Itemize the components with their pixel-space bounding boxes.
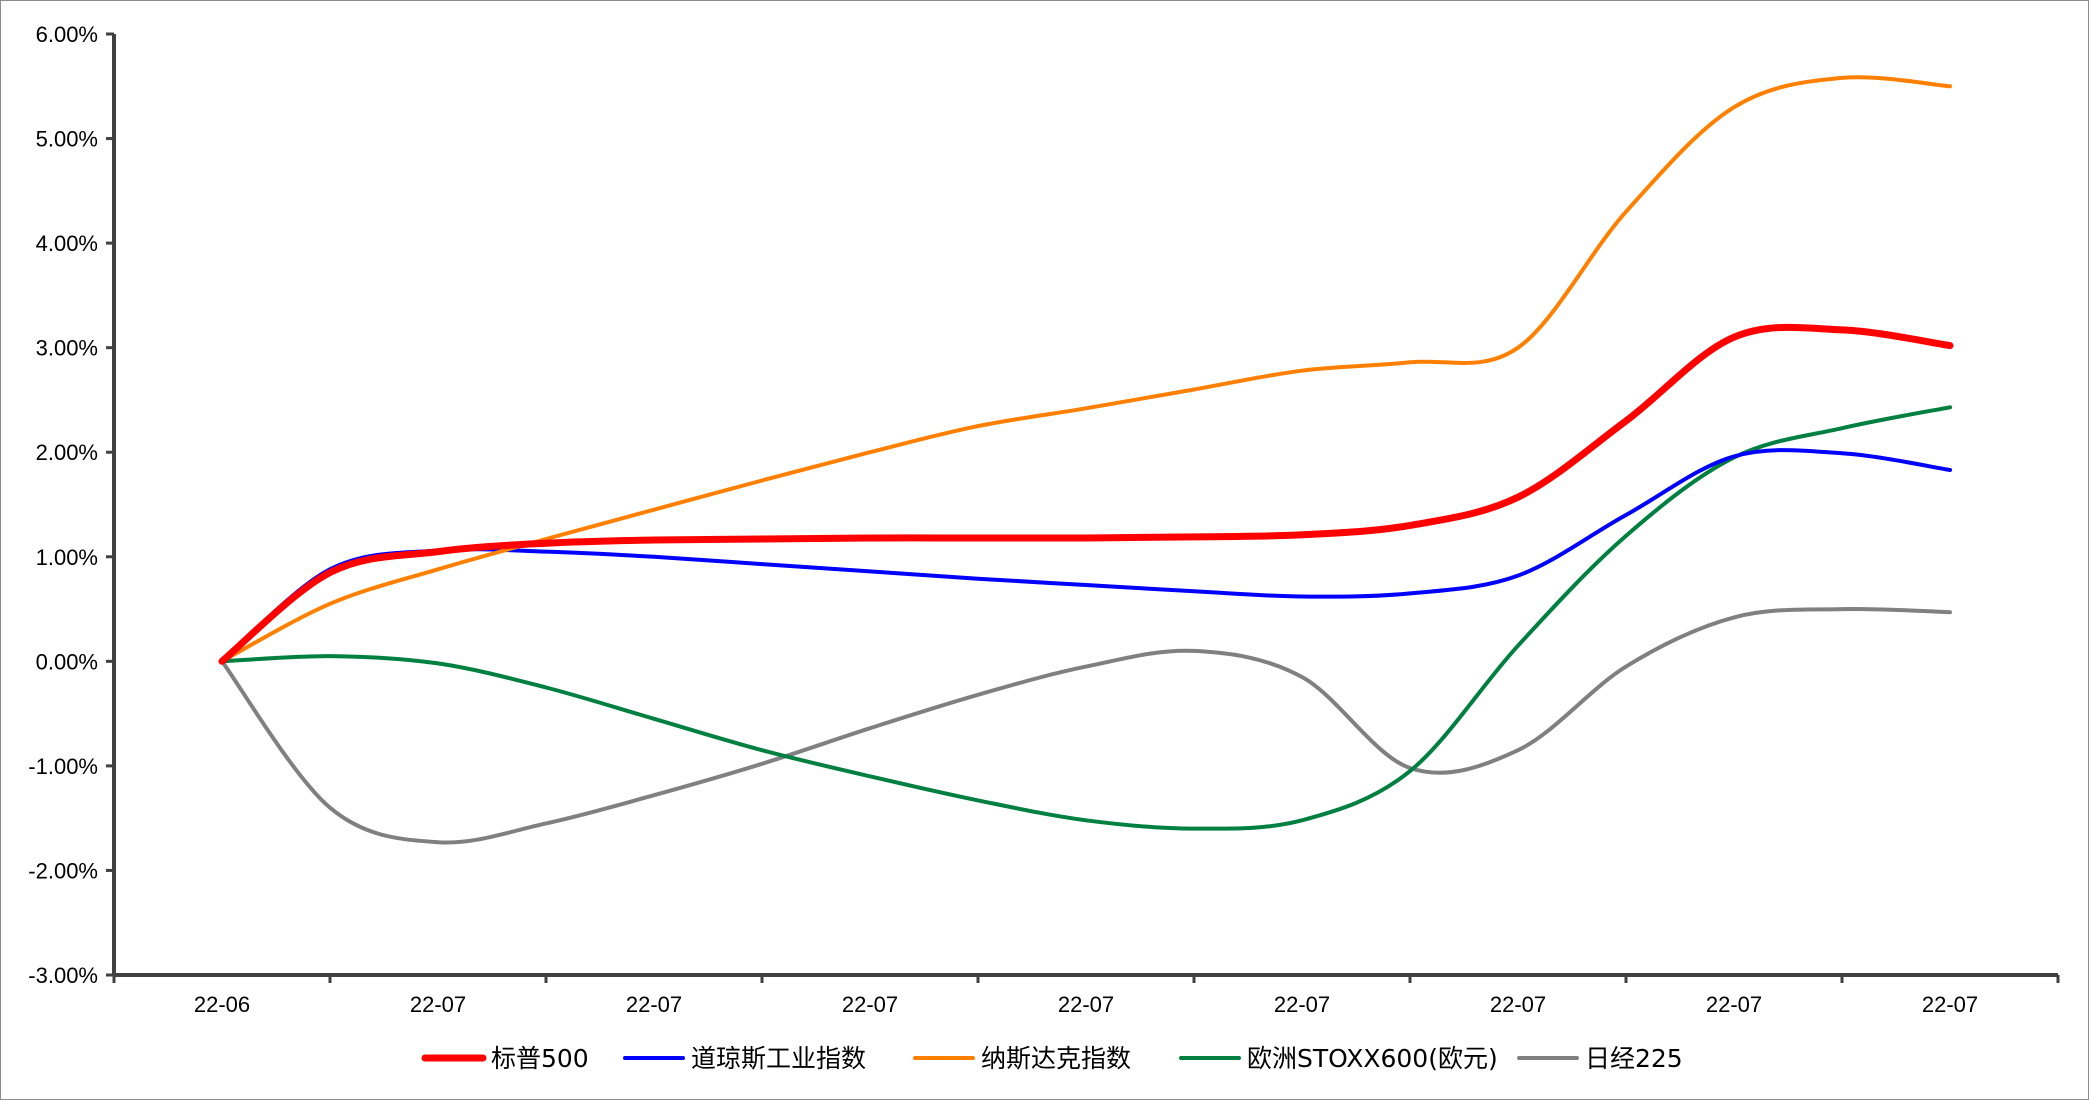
y-tick-label: 0.00%	[36, 649, 98, 674]
y-tick-label: 1.00%	[36, 545, 98, 570]
x-tick-label: 22-07	[1274, 992, 1330, 1017]
y-tick-label: 6.00%	[36, 22, 98, 47]
x-tick-label: 22-06	[194, 992, 250, 1017]
y-tick-label: 3.00%	[36, 336, 98, 361]
y-tick-label: -2.00%	[28, 858, 98, 883]
x-tick-label: 22-07	[1706, 992, 1762, 1017]
legend-label-3: 欧洲STOXX600(欧元)	[1247, 1044, 1498, 1073]
legend-label-4: 日经225	[1585, 1044, 1683, 1073]
x-tick-label: 22-07	[842, 992, 898, 1017]
legend-label-0: 标普500	[491, 1044, 589, 1073]
y-tick-label: 2.00%	[36, 440, 98, 465]
x-tick-label: 22-07	[1058, 992, 1114, 1017]
y-tick-label: 5.00%	[36, 127, 98, 152]
x-tick-label: 22-07	[410, 992, 466, 1017]
y-tick-label: -3.00%	[28, 963, 98, 988]
series-line-0	[218, 323, 1954, 665]
x-tick-label: 22-07	[1922, 992, 1978, 1017]
x-tick-label: 22-07	[626, 992, 682, 1017]
legend-label-2: 纳斯达克指数	[981, 1044, 1131, 1073]
series-line-3	[220, 405, 1952, 831]
y-tick-label: -1.00%	[28, 754, 98, 779]
y-tick-label: 4.00%	[36, 231, 98, 256]
series-line-4	[220, 606, 1952, 845]
x-tick-label: 22-07	[1490, 992, 1546, 1017]
legend-label-1: 道琼斯工业指数	[691, 1044, 866, 1073]
